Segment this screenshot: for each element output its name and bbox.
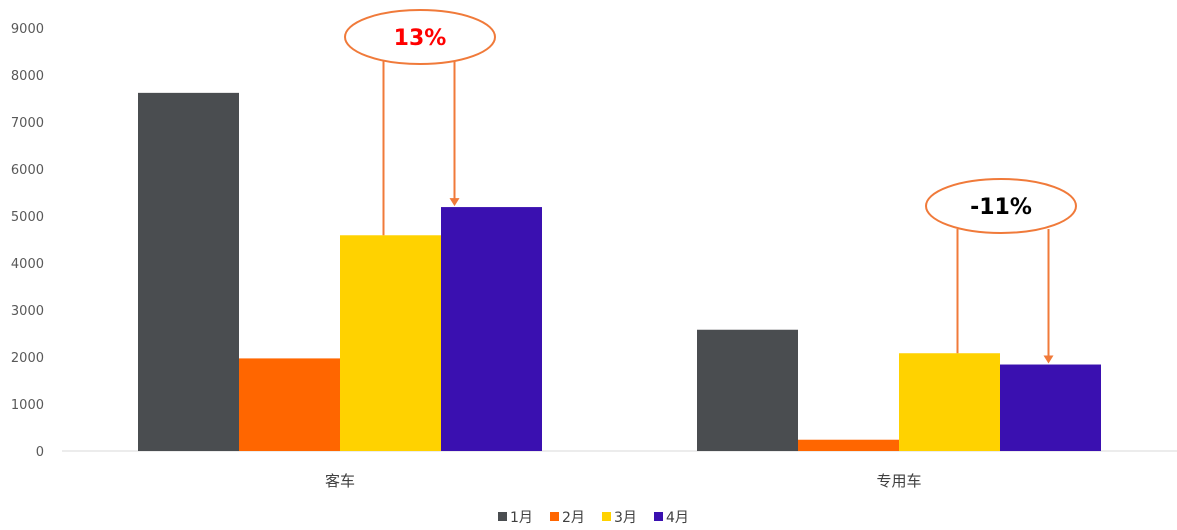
legend-swatch	[498, 512, 507, 521]
arrowhead-icon	[449, 198, 460, 207]
bar-1月-专用车	[697, 329, 798, 451]
legend-item: 1月	[498, 510, 533, 526]
bar-3月-专用车	[899, 353, 1000, 451]
callout-oval	[344, 9, 496, 65]
x-axis: 客车 专用车	[325, 472, 922, 490]
legend-item: 3月	[602, 510, 637, 526]
callout-oval	[925, 178, 1077, 234]
annotations: 13% -11%	[344, 9, 1077, 364]
y-tick-label: 1000	[11, 398, 44, 413]
bar-1月-客车	[138, 92, 239, 452]
y-tick-label: 4000	[11, 257, 44, 272]
bar-2月-客车	[239, 358, 340, 451]
y-tick-label: 5000	[11, 210, 44, 225]
y-tick-label: 2000	[11, 351, 44, 366]
bar-3月-客车	[340, 235, 441, 451]
legend-label: 1月	[510, 510, 533, 526]
legend-swatch	[602, 512, 611, 521]
arrowhead-icon	[1043, 355, 1054, 364]
legend-item: 2月	[550, 510, 585, 526]
legend-item: 4月	[654, 510, 689, 526]
y-tick-label: 3000	[11, 304, 44, 319]
bar-4月-客车	[441, 207, 542, 451]
y-tick-label: 8000	[11, 69, 44, 84]
x-category-label: 客车	[325, 472, 355, 490]
bar-2月-专用车	[798, 439, 899, 451]
legend-label: 4月	[666, 510, 689, 526]
callout-label: 13%	[394, 26, 447, 51]
legend: 1月 2月 3月 4月	[498, 510, 689, 526]
legend-swatch	[654, 512, 663, 521]
bar-4月-专用车	[1000, 364, 1101, 451]
bars	[138, 92, 1101, 452]
x-category-label: 专用车	[876, 472, 921, 490]
callout-1: -11%	[925, 178, 1077, 364]
legend-label: 3月	[614, 510, 637, 526]
y-axis: 0 1000 2000 3000 4000 5000 6000 7000 8000 9000	[11, 22, 44, 460]
legend-label: 2月	[562, 510, 585, 526]
callout-label: -11%	[970, 195, 1032, 220]
y-tick-label: 9000	[11, 22, 44, 37]
y-tick-label: 7000	[11, 116, 44, 131]
callout-0: 13%	[344, 9, 496, 236]
y-tick-label: 0	[36, 445, 44, 460]
legend-swatch	[550, 512, 559, 521]
y-tick-label: 6000	[11, 163, 44, 178]
